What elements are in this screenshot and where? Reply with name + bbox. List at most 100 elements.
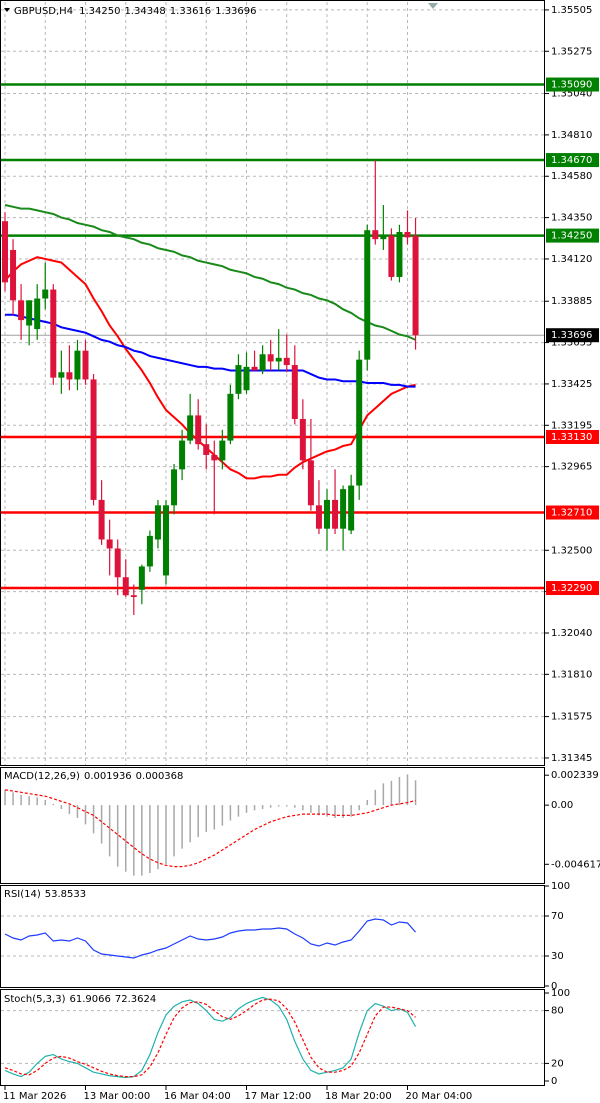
macd-panel-border [0,767,545,884]
candle-body [404,231,411,238]
candle-body [291,365,298,420]
current-price-label: 1.33696 [551,330,592,341]
histogram-bar [245,805,248,813]
histogram-bar [302,805,304,811]
y-tick-label: 1.31345 [551,753,592,764]
histogram-bar [261,805,264,809]
x-tick-label: 11 Mar 2026 [3,1091,66,1102]
level-label: 1.33130 [551,432,592,443]
y-tick-label: 1.35505 [551,5,592,16]
moving-average [4,256,416,480]
candle-body [412,235,419,336]
candle-body [122,577,129,596]
close-value: 1.33696 [215,6,256,17]
candle-body [195,415,202,445]
histogram-bar [414,780,417,806]
candle-body [324,499,330,529]
candle-body [106,539,113,549]
y-tick-label: 1.33425 [551,379,592,390]
signal-value: 0.000368 [136,771,184,782]
candle-body [98,499,105,540]
rsi-panel-border [0,885,545,988]
y-tick-label: 1.32965 [551,462,592,473]
candle-body [275,357,282,362]
histogram-bar [398,776,401,806]
x-tick-label: 20 Mar 04:00 [406,1091,473,1102]
histogram-bar [44,800,46,806]
y-tick-label: 0 [551,1076,557,1087]
candle-body [171,469,178,506]
y-tick-label: 1.34810 [551,130,592,141]
macd-title: MACD(12,26,9) [4,771,80,782]
histogram-bar [366,800,368,806]
candle-body [259,354,266,371]
histogram-bar [52,803,55,806]
level-label-box [546,77,599,92]
histogram-bar [149,805,151,874]
candle-body [219,440,226,461]
y-tick-label: 1.32500 [551,545,592,556]
macd-header: MACD(12,26,9) 0.001936 0.000368 [4,771,183,782]
candle-body [58,372,65,378]
candle-body [364,230,371,360]
candle-body [396,231,403,277]
x-tick-label: 13 Mar 00:00 [84,1091,151,1102]
histogram-bar [350,805,352,817]
stoch-signal-value: 72.3624 [115,994,156,1005]
histogram-bar [406,774,409,806]
histogram-bar [92,805,95,834]
candle-body [243,366,250,391]
stoch-title: Stoch(5,3,3) [4,994,66,1005]
candle-body [227,393,234,441]
y-tick-label: 1.34120 [551,254,592,265]
histogram-bar [125,805,127,872]
candle-body [356,359,363,486]
main-panel-border [0,0,545,766]
y-tick-label: 1.35040 [551,89,592,100]
histogram-bar [294,805,296,808]
histogram-bar [133,805,135,876]
candle-body [299,419,306,461]
y-tick-label: 1.33195 [551,420,592,431]
y-tick-label: 0.00 [551,800,573,811]
histogram-bar [108,805,111,857]
candle-body [26,300,33,326]
level-label: 1.32290 [551,583,592,594]
histogram-bar [221,805,224,826]
stoch-panel-border [0,989,545,1086]
x-tick-label: 16 Mar 04:00 [164,1091,231,1102]
histogram-bar [4,789,6,806]
histogram-bar [326,805,328,817]
candle-body [66,372,73,380]
histogram-bar [157,805,159,870]
indicator-line [4,789,416,868]
candle-body [10,249,17,301]
histogram-bar [181,805,183,849]
x-tick-label: 17 Mar 12:00 [245,1091,312,1102]
y-tick-label: 1.32040 [551,628,592,639]
histogram-bar [116,805,119,867]
histogram-bar [237,805,240,817]
moving-average [5,313,416,388]
histogram-bar [286,805,288,807]
candle-body [138,566,145,590]
candle-body [380,235,387,240]
histogram-bar [12,792,14,806]
histogram-bar [189,805,191,843]
y-tick-label: 1.33885 [551,296,592,307]
candle-body [315,505,322,529]
high-value: 1.34348 [124,6,165,17]
y-tick-label: 100 [551,988,570,999]
histogram-bar [253,805,256,811]
candle-body [211,454,218,461]
y-tick-label: 1.31575 [551,712,592,723]
shift-marker [428,3,438,9]
moving-average [4,204,416,341]
histogram-bar [100,805,103,844]
histogram-bar [165,805,167,865]
low-value: 1.33616 [170,6,211,17]
y-tick-label: 1.34350 [551,213,592,224]
y-tick-label: 100 [551,881,570,892]
